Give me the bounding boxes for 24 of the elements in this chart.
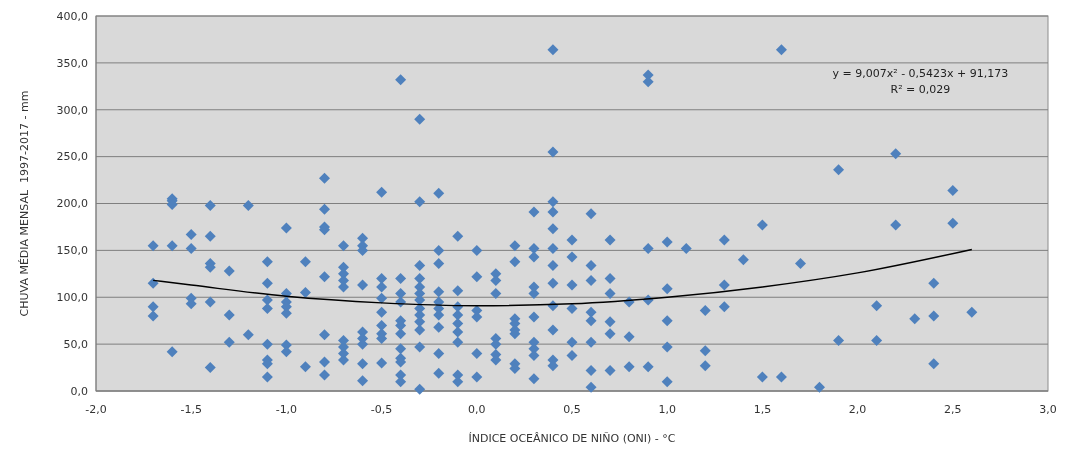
- x-tick-label: 2,5: [944, 403, 962, 416]
- x-tick-label: 0,5: [563, 403, 581, 416]
- y-axis-title: CHUVA MÉDIA MENSAL 1997-2017 - mm: [18, 90, 31, 317]
- x-tick-label: -2,0: [85, 403, 107, 416]
- x-tick-label: 0,0: [468, 403, 486, 416]
- y-tick-label: 250,0: [56, 150, 88, 164]
- x-tick-label: 1,0: [658, 403, 676, 416]
- annotation: R² = 0,029: [890, 82, 951, 96]
- y-tick-label: 300,0: [56, 103, 88, 117]
- x-tick-label: 3,0: [1039, 403, 1057, 416]
- y-tick-label: 50,0: [63, 337, 88, 351]
- y-tick-label: 0,0: [70, 384, 88, 398]
- x-tick-label: -0,5: [370, 403, 393, 416]
- y-tick-label: 100,0: [56, 291, 88, 305]
- x-tick-label: -1,5: [180, 403, 202, 416]
- y-tick-label: 150,0: [56, 244, 88, 258]
- y-tick-label: 350,0: [56, 56, 88, 70]
- x-tick-label: -1,0: [275, 403, 298, 416]
- annotation: y = 9,007x² - 0,5423x + 91,173: [832, 66, 1009, 80]
- x-tick-label: 1,5: [753, 403, 772, 416]
- y-tick-label: 200,0: [56, 197, 88, 211]
- y-tick-label: 400,0: [56, 9, 88, 23]
- x-tick-label: 2,0: [848, 403, 867, 416]
- x-axis-title: ÍNDICE OCEÂNICO DE NIÑO (ONI) - °C: [468, 432, 676, 445]
